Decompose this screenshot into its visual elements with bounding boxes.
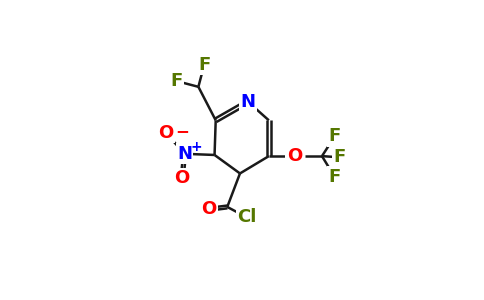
Text: F: F	[329, 168, 341, 186]
Text: F: F	[170, 72, 182, 90]
Text: O: O	[201, 200, 216, 218]
Text: F: F	[333, 148, 346, 166]
Text: Cl: Cl	[237, 208, 257, 226]
Text: N: N	[177, 145, 192, 163]
Text: −: −	[175, 122, 189, 140]
Text: O: O	[287, 147, 302, 165]
Text: F: F	[329, 128, 341, 146]
Text: O: O	[158, 124, 174, 142]
Text: F: F	[198, 56, 210, 74]
Text: N: N	[241, 93, 256, 111]
Text: +: +	[191, 140, 203, 154]
Text: O: O	[175, 169, 190, 187]
